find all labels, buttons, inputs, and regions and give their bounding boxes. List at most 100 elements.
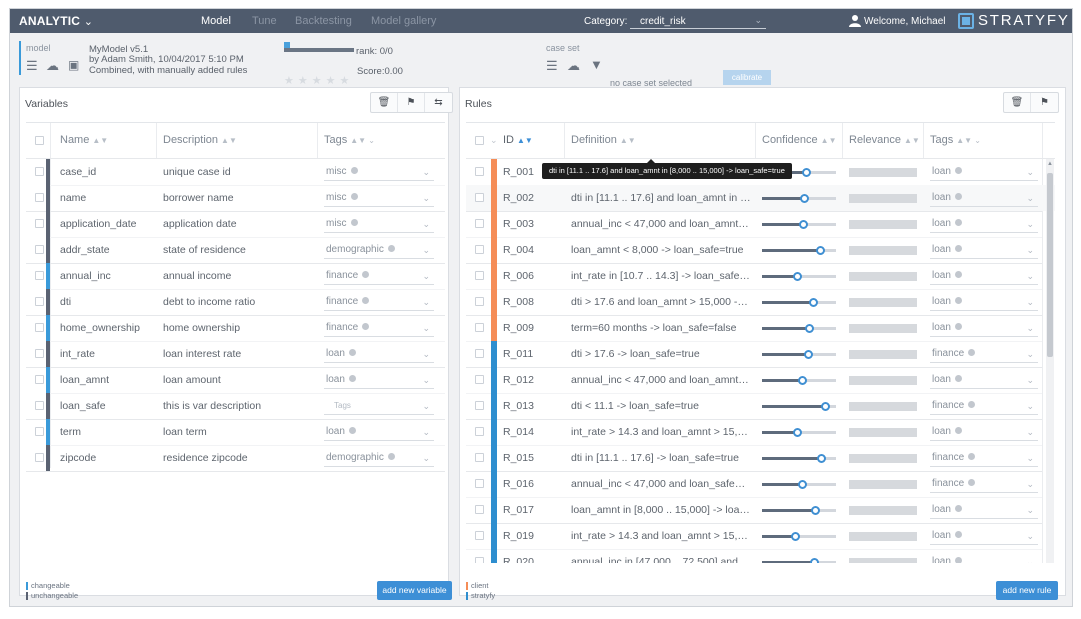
row-checkbox[interactable] <box>35 219 44 228</box>
row-checkbox[interactable] <box>475 427 484 436</box>
rule-row[interactable]: R_002 dti in [11.1 .. 17.6] and loan_amnt… <box>466 185 1055 211</box>
rule-definition[interactable]: dti > 17.6 and loan_amnt > 15,000 -> loa… <box>571 296 751 308</box>
variable-row[interactable]: dti debt to income ratio finance ⌄ <box>26 289 445 315</box>
rule-definition[interactable]: dti > 17.6 -> loan_safe=true <box>571 348 700 360</box>
tag-select[interactable]: misc ⌄ <box>324 216 434 233</box>
column-header-name[interactable]: Name ▲▼ <box>60 134 109 146</box>
rule-definition[interactable]: loan_amnt in [8,000 .. 15,000] -> loan_s… <box>571 504 751 516</box>
tag-select[interactable]: finance ⌄ <box>324 320 434 337</box>
rule-definition[interactable]: annual_inc in [47,000 .. 72,500] and loa… <box>571 556 751 563</box>
confidence-knob[interactable] <box>811 506 821 515</box>
tag-select[interactable]: loan ⌄ <box>930 502 1038 519</box>
tag-remove-icon[interactable] <box>954 193 962 200</box>
variable-row[interactable]: name borrower name misc ⌄ <box>26 185 445 211</box>
row-checkbox[interactable] <box>475 349 484 358</box>
row-checkbox[interactable] <box>35 453 44 462</box>
confidence-knob[interactable] <box>799 220 809 229</box>
variable-row[interactable]: application_date application date misc ⌄ <box>26 211 445 237</box>
tab-tune[interactable]: Tune <box>252 15 277 27</box>
tag-select[interactable]: loan ⌄ <box>930 216 1038 233</box>
tag-remove-icon[interactable] <box>954 167 962 174</box>
confidence-knob[interactable] <box>792 428 802 437</box>
variable-row[interactable]: loan_safe this is var description Tags ⌄ <box>26 393 445 419</box>
row-checkbox[interactable] <box>35 167 44 176</box>
confidence-knob[interactable] <box>817 454 827 463</box>
row-checkbox[interactable] <box>475 557 484 563</box>
variable-row[interactable]: int_rate loan interest rate loan ⌄ <box>26 341 445 367</box>
variable-row[interactable]: case_id unique case id misc ⌄ <box>26 159 445 185</box>
cloud-upload-icon[interactable]: ☁ <box>567 58 580 73</box>
tag-remove-icon[interactable] <box>350 219 358 226</box>
tag-remove-icon[interactable] <box>954 297 962 304</box>
tag-select[interactable]: loan ⌄ <box>930 190 1038 207</box>
add-rule-button[interactable]: add new rule <box>996 581 1058 600</box>
confidence-slider[interactable] <box>762 376 836 385</box>
tag-remove-icon[interactable] <box>968 401 976 408</box>
tag-select[interactable]: misc ⌄ <box>324 164 434 181</box>
confidence-slider[interactable] <box>762 194 836 203</box>
column-header-confidence[interactable]: Confidence ▲▼ <box>762 134 837 146</box>
expand-toggle[interactable]: ⌄ <box>490 135 498 145</box>
tag-select[interactable]: loan ⌄ <box>324 372 434 389</box>
filter-icon[interactable]: ▼ <box>590 57 603 72</box>
scrollbar-thumb[interactable] <box>1047 173 1053 357</box>
confidence-knob[interactable] <box>797 376 807 385</box>
rule-definition[interactable]: int_rate > 14.3 and loan_amnt > 15,000 -… <box>571 530 751 542</box>
rule-definition[interactable]: annual_inc < 47,000 and loan_amnt in [8,… <box>571 374 751 386</box>
tag-remove-icon[interactable] <box>348 349 356 356</box>
tag-select[interactable]: loan ⌄ <box>930 424 1038 441</box>
rule-definition[interactable]: term=60 months -> loan_safe=false <box>571 322 737 334</box>
tag-remove-icon[interactable] <box>954 505 962 512</box>
list-icon[interactable]: ☰ <box>546 58 558 73</box>
rule-row[interactable]: R_004 loan_amnt < 8,000 -> loan_safe=true… <box>466 237 1055 263</box>
column-header-description[interactable]: Description ▲▼ <box>163 134 237 146</box>
tag-remove-icon[interactable] <box>954 375 962 382</box>
tag-select[interactable]: loan ⌄ <box>930 294 1038 311</box>
row-checkbox[interactable] <box>475 375 484 384</box>
row-checkbox[interactable] <box>475 401 484 410</box>
row-checkbox[interactable] <box>35 427 44 436</box>
rule-row[interactable]: R_009 term=60 months -> loan_safe=false lo… <box>466 315 1055 341</box>
confidence-knob[interactable] <box>791 532 801 541</box>
add-variable-button[interactable]: add new variable <box>377 581 452 600</box>
rule-definition[interactable]: int_rate in [10.7 .. 14.3] -> loan_safe=… <box>571 270 751 282</box>
tag-remove-icon[interactable] <box>968 479 976 486</box>
rule-row[interactable]: R_008 dti > 17.6 and loan_amnt > 15,000 -… <box>466 289 1055 315</box>
tag-select[interactable]: misc ⌄ <box>324 190 434 207</box>
confidence-slider[interactable] <box>762 350 836 359</box>
tab-backtesting[interactable]: Backtesting <box>295 15 352 27</box>
variable-row[interactable]: zipcode residence zipcode demographic ⌄ <box>26 445 445 471</box>
rule-row[interactable]: R_016 annual_inc < 47,000 and loan_safe=f… <box>466 471 1055 497</box>
confidence-knob[interactable] <box>820 402 830 411</box>
rule-row[interactable]: R_015 dti in [11.1 .. 17.6] -> loan_safe=… <box>466 445 1055 471</box>
row-checkbox[interactable] <box>35 193 44 202</box>
column-header-tags[interactable]: Tags ▲▼ ⌄ <box>930 134 982 146</box>
tag-remove-icon[interactable] <box>954 323 962 330</box>
select-all-checkbox[interactable] <box>475 136 484 145</box>
rule-definition[interactable]: dti < 11.1 -> loan_safe=true <box>571 400 699 412</box>
confidence-slider[interactable] <box>762 558 836 563</box>
tag-remove-icon[interactable] <box>348 427 356 434</box>
tag-select[interactable]: loan ⌄ <box>324 346 434 363</box>
confidence-slider[interactable] <box>762 454 836 463</box>
confidence-slider[interactable] <box>762 480 836 489</box>
row-checkbox[interactable] <box>475 193 484 202</box>
tag-select[interactable]: Tags ⌄ <box>324 398 434 415</box>
tag-remove-icon[interactable] <box>954 531 962 538</box>
tag-icon[interactable]: ⚑ <box>398 93 425 112</box>
tag-remove-icon[interactable] <box>954 271 962 278</box>
rule-row[interactable]: R_014 int_rate > 14.3 and loan_amnt > 15,… <box>466 419 1055 445</box>
confidence-slider[interactable] <box>762 272 836 281</box>
row-checkbox[interactable] <box>35 401 44 410</box>
confidence-slider[interactable] <box>762 220 836 229</box>
confidence-knob[interactable] <box>804 324 814 333</box>
column-header-relevance[interactable]: Relevance ▲▼ <box>849 134 920 146</box>
confidence-knob[interactable] <box>803 350 813 359</box>
tag-remove-icon[interactable] <box>362 271 370 278</box>
row-checkbox[interactable] <box>475 245 484 254</box>
tag-select[interactable]: finance ⌄ <box>324 268 434 285</box>
confidence-slider[interactable] <box>762 324 836 333</box>
column-header-id[interactable]: ID ▲▼ <box>503 134 533 146</box>
variable-row[interactable]: annual_inc annual income finance ⌄ <box>26 263 445 289</box>
tag-select[interactable]: loan ⌄ <box>930 554 1038 563</box>
